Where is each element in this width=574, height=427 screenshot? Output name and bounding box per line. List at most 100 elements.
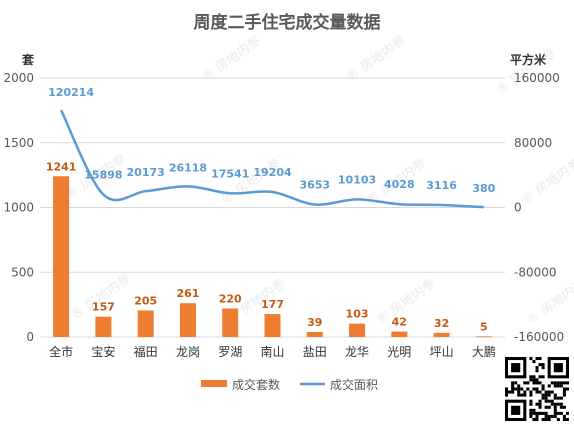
qr-module (511, 390, 515, 394)
bar-value-label: 157 (92, 301, 115, 314)
qr-module (550, 390, 554, 394)
y-right-tick-label: -80000 (514, 265, 557, 279)
qr-module (505, 387, 509, 391)
qr-module (517, 387, 521, 391)
qr-module (547, 393, 551, 397)
qr-module (547, 417, 551, 421)
qr-module (535, 411, 539, 415)
y-right-tick-label: 160000 (514, 71, 560, 85)
qr-module (529, 411, 533, 415)
qr-module (565, 417, 569, 421)
qr-module (553, 402, 557, 406)
qr-module (535, 366, 539, 370)
bar-value-label: 177 (261, 298, 284, 311)
qr-module (532, 387, 536, 391)
line-series (60, 109, 484, 209)
qr-module (559, 405, 563, 409)
legend-label-line: 成交面积 (330, 377, 378, 392)
qr-module (535, 390, 539, 394)
line-area-series (60, 109, 484, 209)
watermark: ® 房地内参 (68, 271, 134, 324)
x-category-label: 全市 (49, 344, 73, 359)
qr-module (562, 414, 566, 418)
qr-module (511, 381, 515, 385)
qr-module (535, 417, 539, 421)
line-value-label: 120214 (48, 86, 94, 99)
axes: 0 -160000 500 -80000 1000 0 1500 80000 2000 16000… (3, 71, 564, 359)
qr-module (556, 381, 560, 385)
bar-value-label: 1241 (46, 160, 77, 173)
bar-宝安 (95, 316, 112, 337)
watermark: ® 房地内参 (518, 156, 574, 209)
qr-module (523, 390, 527, 394)
qr-module (529, 375, 533, 379)
qr-module (550, 399, 554, 403)
x-category-label: 宝安 (91, 344, 115, 359)
bar-龙岗 (179, 303, 196, 337)
bar-value-label: 32 (434, 317, 449, 330)
bar-value-label: 220 (219, 293, 242, 306)
y-left-axis-label: 套 (21, 52, 35, 67)
legend: 成交套数 成交面积 (201, 377, 378, 392)
qr-module (550, 402, 554, 406)
qr-module (562, 387, 566, 391)
qr-module (532, 411, 536, 415)
qr-module (556, 411, 560, 415)
y-left-tick-label: 2000 (3, 71, 34, 85)
line-value-label: 3653 (299, 179, 330, 192)
qr-module (541, 384, 545, 388)
line-value-label: 4028 (384, 178, 415, 191)
qr-module (565, 387, 569, 391)
qr-module (517, 393, 521, 397)
qr-module (511, 384, 515, 388)
qr-module (541, 363, 545, 367)
qr-module (556, 417, 560, 421)
qr-module (535, 414, 539, 418)
qr-module (505, 390, 509, 394)
qr-module (565, 411, 569, 415)
bar-罗湖 (222, 308, 239, 337)
bar-福田 (137, 310, 154, 337)
qr-module (541, 396, 545, 400)
qr-module (553, 414, 557, 418)
qr-module (538, 375, 542, 379)
qr-module (550, 414, 554, 418)
line-value-label: 19204 (253, 166, 292, 179)
qr-module (547, 405, 551, 409)
qr-module (553, 396, 557, 400)
bar-value-label: 261 (176, 287, 199, 300)
gridlines (40, 77, 505, 338)
qr-module (538, 399, 542, 403)
y-left-tick-label: 1500 (3, 136, 34, 150)
qr-module (532, 360, 536, 364)
watermark: ® 房地内参 (523, 276, 574, 329)
qr-module (523, 381, 527, 385)
qr-module (538, 411, 542, 415)
qr-module (547, 399, 551, 403)
bar-坪山 (433, 332, 450, 337)
bar-光明 (391, 331, 408, 337)
qr-finder-core (511, 405, 521, 415)
qr-module (544, 396, 548, 400)
qr-module (541, 393, 545, 397)
chart-title: 周度二手住宅成交量数据 (194, 12, 381, 33)
x-category-label: 龙岗 (176, 345, 200, 359)
qr-module (529, 390, 533, 394)
qr-module (556, 402, 560, 406)
qr-module (553, 381, 557, 385)
qr-module (523, 393, 527, 397)
watermark: ® 房地内参 (343, 33, 409, 86)
qr-module (538, 402, 542, 406)
y-right-axis-label: 平方米 (510, 52, 547, 67)
x-category-label: 光明 (387, 345, 411, 359)
x-category-label: 大鹏 (472, 345, 496, 359)
qr-module (532, 378, 536, 382)
watermark: ® 房地内参 (198, 33, 264, 86)
qr-module (511, 387, 515, 391)
line-value-label: 380 (472, 182, 495, 195)
y-right-tick-label: 80000 (514, 136, 552, 150)
qr-module (529, 414, 533, 418)
bar-value-label: 39 (307, 316, 322, 329)
qr-module (541, 411, 545, 415)
